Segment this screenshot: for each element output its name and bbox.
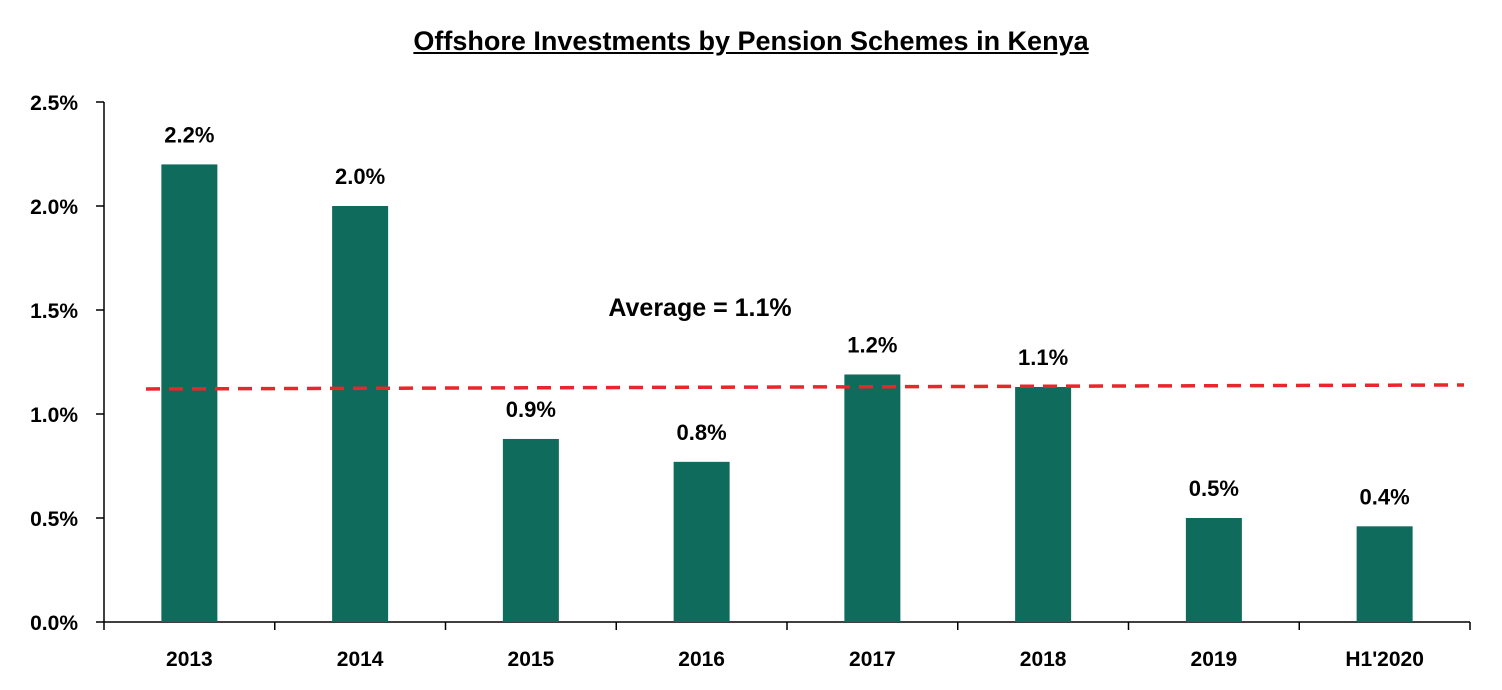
bar [1185,518,1242,622]
x-tick-label: 2017 [849,648,896,671]
bar [502,438,559,622]
x-tick-label: 2018 [1020,648,1067,671]
x-tick-label: H1'2020 [1345,648,1424,671]
bar [161,164,218,622]
data-label: 0.9% [506,397,556,422]
data-label: 2.0% [335,164,385,189]
average-annotation: Average = 1.1% [608,294,791,322]
data-label: 0.5% [1189,476,1239,501]
data-label: 0.4% [1360,484,1410,509]
x-tick-label: 2013 [166,648,213,671]
y-tick-label: 2.5% [30,92,78,115]
chart-title: Offshore Investments by Pension Schemes … [413,26,1089,56]
axes: 0.0% 0.5% 1.0% 1.5% 2.0% 2.5% 2013 2014 2015 2016… [30,92,1471,671]
average-line [145,383,1465,391]
data-label: 2.2% [164,122,214,147]
x-tick-label: 2015 [508,648,555,671]
bar [673,461,730,622]
y-tick-label: 1.0% [30,404,78,427]
average-line-group: Average = 1.1% [145,294,1465,391]
y-tick-label: 2.0% [30,196,78,219]
data-label: 1.1% [1018,345,1068,370]
y-tick-label: 1.5% [30,300,78,323]
x-tick-label: 2019 [1191,648,1238,671]
x-tick-label: 2014 [337,648,384,671]
x-tick-label: 2016 [678,648,725,671]
data-label: 1.2% [847,332,897,357]
bar [332,206,389,622]
data-label: 0.8% [677,420,727,445]
y-tick-label: 0.5% [30,508,78,531]
bars [161,164,1413,622]
bar [1015,386,1072,622]
bar [1356,526,1413,622]
data-labels: 2.2% 2.0% 0.9% 0.8% 1.2% 1.1% 0.5% 0.4% [164,122,1409,509]
y-tick-label: 0.0% [30,612,78,635]
bar [844,374,901,622]
